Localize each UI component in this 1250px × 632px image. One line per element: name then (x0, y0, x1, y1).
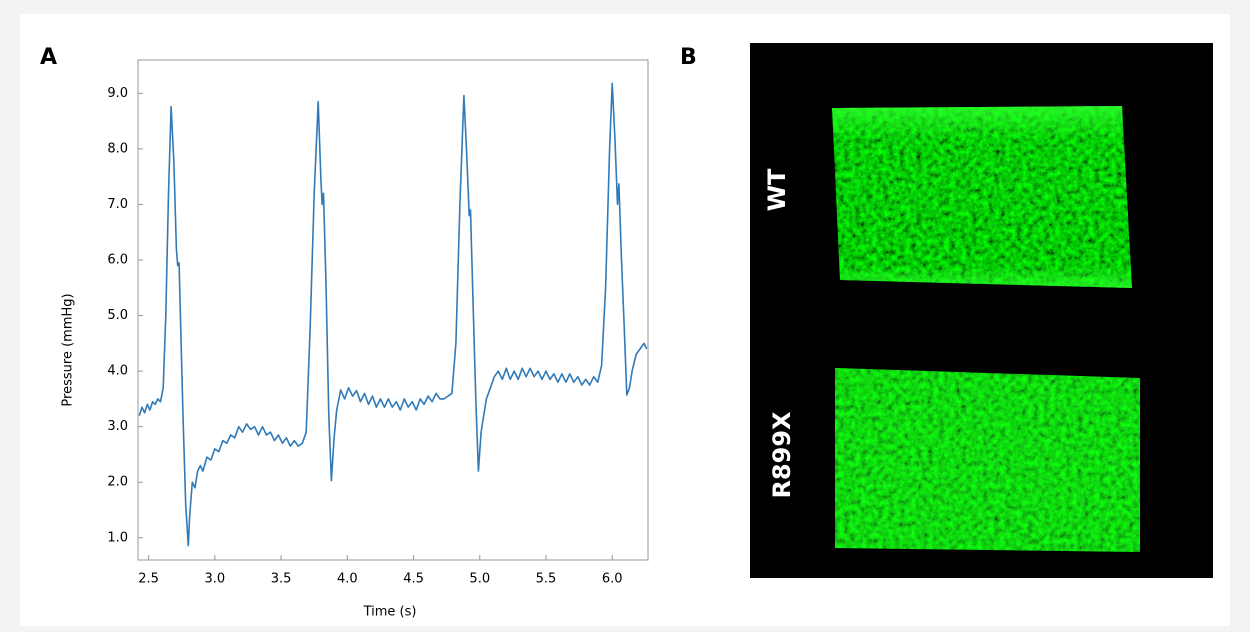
x-tick-label: 4.5 (403, 572, 424, 587)
x-tick-label: 3.0 (204, 572, 225, 587)
wt-tissue (832, 106, 1132, 288)
x-tick-label: 3.5 (271, 572, 292, 587)
y-tick-label: 1.0 (107, 530, 128, 545)
y-tick-label: 3.0 (107, 419, 128, 434)
r899x-tissue (835, 368, 1140, 552)
y-axis-label: Pressure (mmHg) (61, 293, 76, 406)
y-tick-label: 6.0 (107, 253, 128, 268)
sample-label: R899X (768, 411, 796, 499)
plot-frame (137, 59, 649, 561)
x-tick-label: 2.5 (138, 572, 159, 587)
y-tick-label: 9.0 (107, 86, 128, 101)
x-tick-label: 6.0 (602, 572, 623, 587)
microscopy-panel: WT R899X (750, 43, 1213, 578)
y-tick-label: 5.0 (107, 308, 128, 323)
y-tick-label: 4.0 (107, 364, 128, 379)
y-tick-label: 7.0 (107, 197, 128, 212)
pressure-line (138, 82, 648, 547)
panel-label: A (40, 45, 57, 70)
panel-label: B (680, 45, 697, 70)
x-tick-label: 5.5 (536, 572, 557, 587)
y-tick-label: 8.0 (107, 141, 128, 156)
x-axis-label: Time (s) (363, 605, 417, 620)
x-tick-label: 5.0 (469, 572, 490, 587)
sample-label: WT (763, 168, 791, 211)
y-tick-label: 2.0 (107, 475, 128, 490)
x-tick-label: 4.0 (337, 572, 358, 587)
line-chart: Time (s) Pressure (mmHg) 1.0 2.0 3.0 4.0 5.0… (61, 59, 649, 620)
